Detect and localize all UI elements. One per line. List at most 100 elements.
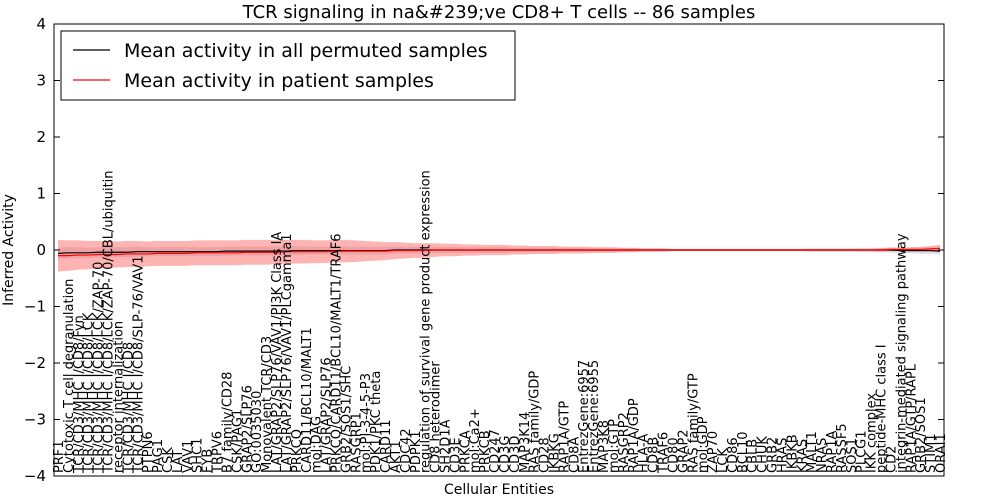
x-axis-label: Cellular Entities	[444, 482, 554, 498]
category-label: integrin-mediated signaling pathway	[894, 233, 909, 473]
category-label: PTPN6	[141, 431, 156, 473]
category-label: TCR/CD3/MHC I/CD8/SLP-76/VAV1	[131, 255, 146, 474]
category-label: GRB2/SOS1	[914, 397, 929, 473]
legend: Mean activity in all permuted samples Me…	[60, 30, 516, 101]
category-label: HRAS	[775, 438, 790, 473]
category-label: BCL10	[736, 431, 751, 473]
category-label: CARD11/BCL10/MALT1	[300, 327, 315, 473]
category-label: LAT	[171, 450, 186, 473]
category-label: FYB	[201, 449, 216, 473]
category-label: CD3D	[508, 436, 523, 473]
category-label: Monovalent TCR/CD3	[260, 336, 275, 473]
category-label: TRPV6	[211, 431, 226, 474]
category-label: RASGRP2	[617, 412, 632, 473]
category-label: CD86	[726, 437, 741, 473]
y-tick-label: 4	[36, 15, 46, 33]
category-label: mol:DAG	[310, 416, 325, 473]
category-label: RAS family/GDP	[528, 371, 543, 473]
category-label: GO:0035030	[250, 391, 265, 473]
category-label: PLCG1	[855, 430, 870, 473]
category-label: PRF1	[52, 440, 67, 473]
category-label: receptor internalization	[111, 321, 126, 473]
legend-box	[60, 30, 516, 101]
legend-label-permuted: Mean activity in all permuted samples	[124, 40, 487, 62]
category-label: PRKCB	[478, 430, 493, 473]
category-label: CBLB	[746, 439, 761, 473]
category-label: TCR/CD3/MHC I/CD8/Fyn	[72, 315, 87, 474]
category-label: CSK	[161, 447, 176, 473]
y-tick-label: −4	[24, 467, 46, 485]
category-label: IKK complex	[865, 393, 880, 473]
chart-title: TCR signaling in na&#239;ve CD8+ T cells…	[242, 2, 756, 23]
category-label: LAT/GRAP2/SLP76/VAV1/PLCgamma1	[280, 233, 295, 473]
category-label: B7 family/CD28	[220, 372, 235, 473]
category-label: GRB2	[766, 437, 781, 473]
category-label: HLA-A	[637, 434, 652, 473]
category-label: PDK1/PKC theta	[369, 371, 384, 473]
category-label: CD8B	[647, 437, 662, 473]
category-label: TCR/CD3/MHC I/CD8/LCK/ZAP-70	[92, 262, 107, 474]
line-patient	[58, 247, 941, 257]
y-axis-ticks: −4 −3 −2 −1 0 1 2 3 4	[24, 15, 944, 485]
category-label: GRB2/SOS1/SHC	[339, 366, 354, 473]
y-tick-label: −1	[24, 298, 46, 316]
category-label: TCR/CD3/MHC I/CD8/LCK	[82, 312, 97, 474]
category-label: IKBKB	[785, 434, 800, 473]
category-label: mol:GTP	[607, 419, 622, 473]
category-label: SHC1	[191, 438, 206, 473]
category-label: mol:GDP	[696, 416, 711, 473]
category-label: KRAS	[795, 439, 810, 473]
category-label: regulation of survival gene product expr…	[419, 170, 434, 473]
category-label: MAP3K14	[518, 412, 533, 473]
y-tick-label: 3	[36, 72, 46, 90]
category-label: AKT1	[389, 440, 404, 473]
category-label: Cytotoxic T cell degranulation	[62, 279, 77, 473]
category-label: TCR/CD3/MHC I/CD8/LCK/ZAP-70/CBL/ubiquit…	[102, 170, 117, 474]
category-label: LCK	[716, 448, 731, 473]
category-label: GRAP2/SLP76	[240, 385, 255, 473]
category-label: RAP1A/GTP/RAPL	[904, 363, 919, 473]
category-label: CD3E	[448, 437, 463, 473]
category-label: mol:PI-3-4-5-P3	[359, 373, 374, 473]
category-label: CD80	[666, 437, 681, 473]
category-label: PDPK1	[409, 431, 424, 474]
y-axis-label: Inferred Activity	[1, 194, 17, 306]
category-label: PAG1	[151, 439, 166, 473]
category-label: CDC42	[399, 428, 414, 473]
category-label: SOS1	[845, 438, 860, 473]
y-tick-label: 0	[36, 241, 46, 259]
category-label: RAP1A/GTP	[557, 401, 572, 473]
band-patient	[58, 239, 940, 272]
category-label: CHUK	[756, 436, 771, 473]
category-label: mol:Ca2+	[468, 408, 483, 473]
category-label: CD247	[488, 429, 503, 473]
category-label: ZAP70	[706, 431, 721, 473]
category-label: CD28	[538, 437, 553, 473]
category-label: ORAI1	[934, 433, 949, 473]
category-label: RAP1A/GDP	[627, 398, 642, 473]
y-tick-label: −2	[24, 354, 46, 372]
category-label: TCR/CD3/MHC I/CD8	[121, 342, 136, 474]
category-label: CD3G	[498, 436, 513, 473]
band-permuted	[58, 246, 940, 260]
category-label: MALT1	[805, 431, 820, 473]
plot-frame	[53, 23, 945, 477]
category-label: GRAP2	[676, 429, 691, 473]
category-label: LAT/GRAP2/SLP76	[320, 357, 335, 473]
category-label: STIM1	[924, 433, 939, 473]
category-label: peptide-MHC class I	[875, 344, 890, 473]
y-tick-label: −3	[24, 411, 46, 429]
category-label: NRAS	[815, 438, 830, 473]
category-label: CARD11	[379, 419, 394, 473]
category-label: EntrezGene:6955	[587, 360, 602, 473]
category-label: CD8A	[567, 437, 582, 473]
category-label: SH2D1A	[438, 419, 453, 473]
category-label: CSK/PAG1	[230, 409, 245, 473]
category-label: TRAF6	[657, 432, 672, 474]
category-label: PRKCA	[458, 430, 473, 473]
category-label: CD8 heterodimer	[429, 361, 444, 473]
category-label: PRKCQ	[290, 429, 305, 473]
category-label: EntrezGene:6957	[577, 360, 592, 473]
confidence-bands	[58, 239, 940, 272]
